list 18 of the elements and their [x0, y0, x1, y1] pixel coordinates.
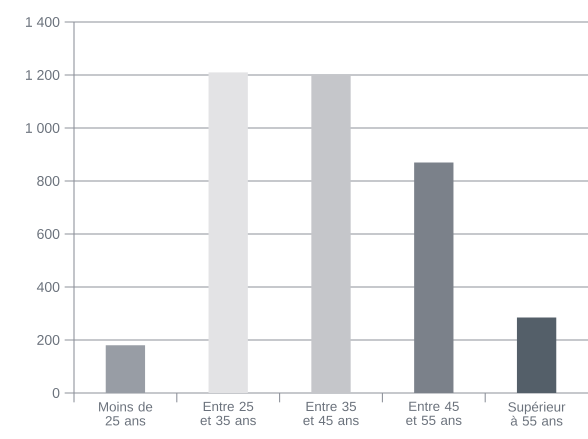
y-tick-label: 1 400 — [26, 17, 60, 27]
x-tick-label: Entre 25 et 35 ans — [200, 402, 256, 426]
y-tick-label: 800 — [37, 176, 60, 186]
x-tick-label: Moins de 25 ans — [99, 402, 152, 426]
y-tick-label: 0 — [52, 388, 60, 398]
bar — [106, 345, 146, 393]
y-tick-label: 400 — [36, 282, 60, 292]
y-tick-label: 1 200 — [26, 70, 60, 80]
x-tick-label: Entre 35 et 45 ans — [303, 402, 359, 426]
y-tick-label: 1 000 — [26, 123, 60, 133]
x-tick-label: Supérieur à 55 ans — [508, 402, 566, 426]
bar — [311, 75, 351, 393]
x-tick-label: Entre 45 et 55 ans — [406, 402, 462, 426]
bar — [208, 72, 248, 393]
bar — [516, 317, 556, 393]
y-tick-label: 600 — [37, 229, 60, 239]
y-tick-label: 200 — [37, 335, 60, 345]
bar — [414, 162, 454, 393]
